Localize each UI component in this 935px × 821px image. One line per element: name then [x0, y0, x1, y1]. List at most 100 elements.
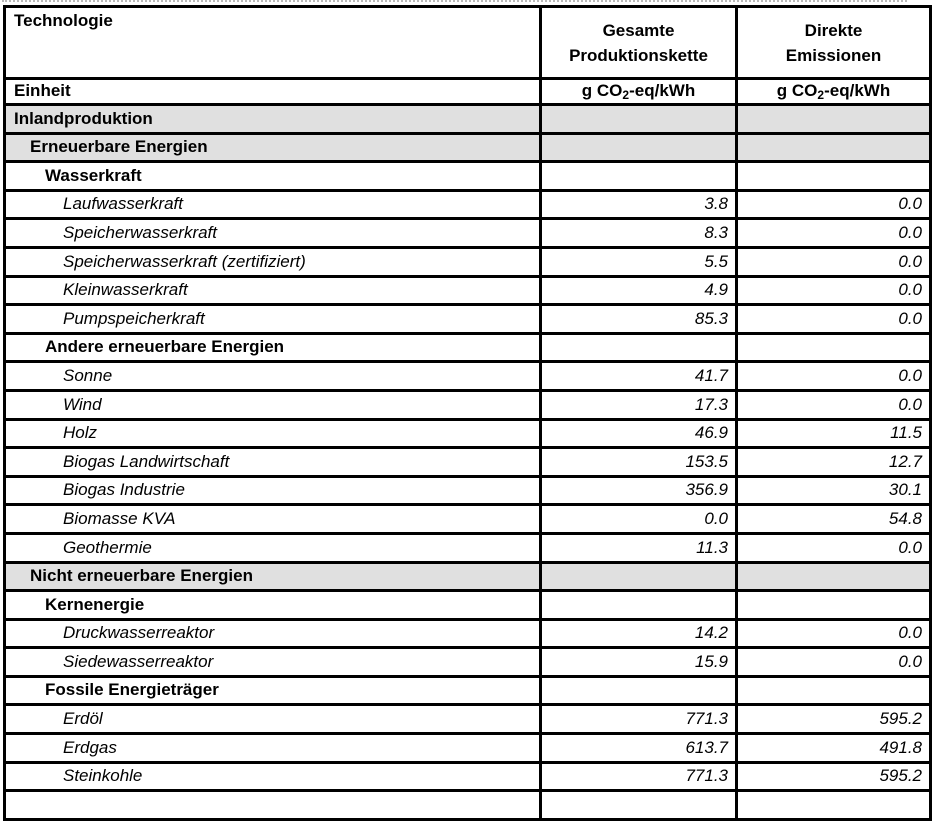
total-chain-value-cell: 15.9	[539, 646, 738, 678]
total-chain-value-cell: 356.9	[539, 474, 738, 507]
unit-text-suffix: -eq/kWh	[629, 81, 696, 101]
direct-emissions-value-cell: 0.0	[735, 217, 932, 249]
technology-cell: Pumpspeicherkraft	[3, 303, 542, 335]
technology-cell: Speicherwasserkraft (zertifiziert)	[3, 245, 542, 278]
table-header-row: Technologie Gesamte Produktionskette Dir…	[3, 5, 932, 80]
technology-cell: Kernenergie	[3, 589, 542, 621]
direct-emissions-value-cell: 0.0	[735, 388, 932, 421]
technology-cell: Nicht erneuerbare Energien	[3, 560, 542, 593]
table-row: Speicherwasserkraft 8.3 0.0	[3, 217, 932, 249]
total-chain-value-cell	[539, 131, 738, 164]
total-chain-value-cell	[539, 674, 738, 707]
technology-cell: Sonne	[3, 360, 542, 392]
column-header-total-chain-line1: Gesamte	[602, 20, 675, 40]
table-row: Biogas Landwirtschaft 153.5 12.7	[3, 446, 932, 478]
table-row: Biogas Industrie 356.9 30.1	[3, 474, 932, 507]
unit-row: Einheit g CO2-eq/kWh g CO2-eq/kWh	[3, 77, 932, 106]
direct-emissions-value-cell: 0.0	[735, 274, 932, 307]
total-chain-value-cell	[539, 103, 738, 135]
technology-emissions-table: Technologie Gesamte Produktionskette Dir…	[3, 5, 932, 821]
unit-subscript: 2	[817, 88, 825, 103]
table-row: Siedewasserreaktor 15.9 0.0	[3, 646, 932, 678]
total-chain-value-cell: 85.3	[539, 303, 738, 335]
direct-emissions-value-cell: 0.0	[735, 617, 932, 650]
total-chain-value-cell	[539, 160, 738, 192]
direct-emissions-value-cell: 11.5	[735, 417, 932, 450]
direct-emissions-value-cell: 595.2	[735, 760, 932, 793]
table-row: Wasserkraft	[3, 160, 932, 192]
direct-emissions-value-cell: 12.7	[735, 446, 932, 478]
table-row: Geothermie 11.3 0.0	[3, 531, 932, 564]
unit-total-chain: g CO2-eq/kWh	[539, 77, 738, 106]
emissions-table: Technologie Gesamte Produktionskette Dir…	[3, 5, 932, 821]
direct-emissions-value-cell	[735, 160, 932, 192]
column-header-technology: Technologie	[3, 5, 542, 80]
technology-cell: Kleinwasserkraft	[3, 274, 542, 307]
table-row: Holz 46.9 11.5	[3, 417, 932, 450]
total-chain-value-cell	[539, 789, 738, 821]
total-chain-value-cell: 613.7	[539, 732, 738, 764]
technology-cell: Wind	[3, 388, 542, 421]
column-header-total-chain-line2: Produktionskette	[569, 45, 708, 65]
table-row: Kleinwasserkraft 4.9 0.0	[3, 274, 932, 307]
table-row: Biomasse KVA 0.0 54.8	[3, 503, 932, 535]
total-chain-value-cell: 0.0	[539, 503, 738, 535]
direct-emissions-value-cell: 54.8	[735, 503, 932, 535]
technology-cell: Erdöl	[3, 703, 542, 736]
unit-text: g CO	[776, 81, 818, 101]
technology-cell: Biomasse KVA	[3, 503, 542, 535]
column-header-direct-emissions: Direkte Emissionen	[735, 5, 932, 80]
page-crop-artifact	[2, 0, 907, 2]
table-row: Erdöl 771.3 595.2	[3, 703, 932, 736]
table-row: Pumpspeicherkraft 85.3 0.0	[3, 303, 932, 335]
total-chain-value-cell: 771.3	[539, 703, 738, 736]
technology-cell: Laufwasserkraft	[3, 188, 542, 221]
direct-emissions-value-cell	[735, 331, 932, 364]
table-row: Andere erneuerbare Energien	[3, 331, 932, 364]
total-chain-value-cell: 153.5	[539, 446, 738, 478]
table-row: Fossile Energieträger	[3, 674, 932, 707]
technology-cell: Erdgas	[3, 732, 542, 764]
direct-emissions-value-cell	[735, 103, 932, 135]
table-row: Speicherwasserkraft (zertifiziert) 5.5 0.0	[3, 245, 932, 278]
total-chain-value-cell	[539, 560, 738, 593]
unit-row-label: Einheit	[3, 77, 542, 106]
direct-emissions-value-cell	[735, 589, 932, 621]
total-chain-value-cell: 46.9	[539, 417, 738, 450]
total-chain-value-cell: 3.8	[539, 188, 738, 221]
table-row: Sonne 41.7 0.0	[3, 360, 932, 392]
technology-cell: Wasserkraft	[3, 160, 542, 192]
technology-cell: Holz	[3, 417, 542, 450]
direct-emissions-value-cell: 0.0	[735, 188, 932, 221]
table-row: Druckwasserreaktor 14.2 0.0	[3, 617, 932, 650]
technology-cell: Biogas Industrie	[3, 474, 542, 507]
technology-cell: Siedewasserreaktor	[3, 646, 542, 678]
table-row: Laufwasserkraft 3.8 0.0	[3, 188, 932, 221]
direct-emissions-value-cell: 0.0	[735, 360, 932, 392]
total-chain-value-cell: 771.3	[539, 760, 738, 793]
unit-text-suffix: -eq/kWh	[824, 81, 891, 101]
total-chain-value-cell: 5.5	[539, 245, 738, 278]
table-row: Kernenergie	[3, 589, 932, 621]
table-body: Inlandproduktion Erneuerbare Energien Wass…	[3, 103, 932, 821]
direct-emissions-value-cell	[735, 674, 932, 707]
unit-text: g CO	[581, 81, 623, 101]
technology-cell: Geothermie	[3, 531, 542, 564]
direct-emissions-value-cell	[735, 560, 932, 593]
technology-cell: Druckwasserreaktor	[3, 617, 542, 650]
total-chain-value-cell: 14.2	[539, 617, 738, 650]
direct-emissions-value-cell: 491.8	[735, 732, 932, 764]
column-header-direct-line1: Direkte	[804, 20, 863, 40]
direct-emissions-value-cell	[735, 131, 932, 164]
technology-cell	[3, 789, 542, 821]
total-chain-value-cell: 41.7	[539, 360, 738, 392]
total-chain-value-cell	[539, 589, 738, 621]
direct-emissions-value-cell: 0.0	[735, 531, 932, 564]
column-header-total-chain: Gesamte Produktionskette	[539, 5, 738, 80]
technology-cell: Andere erneuerbare Energien	[3, 331, 542, 364]
direct-emissions-value-cell: 595.2	[735, 703, 932, 736]
table-row: Erneuerbare Energien	[3, 131, 932, 164]
direct-emissions-value-cell: 0.0	[735, 646, 932, 678]
direct-emissions-value-cell	[735, 789, 932, 821]
table-row	[3, 789, 932, 821]
